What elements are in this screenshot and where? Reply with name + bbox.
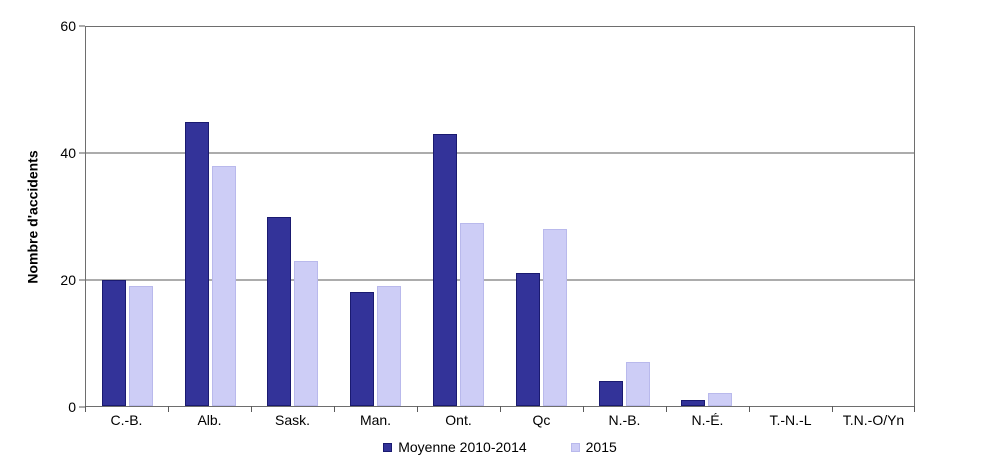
x-tick-label: Alb. — [197, 412, 222, 428]
legend-item: 2015 — [570, 439, 617, 455]
bar-groups — [86, 27, 914, 406]
x-tick-label: T.-N.-L — [769, 412, 812, 428]
gridline-20 — [86, 279, 914, 281]
bar-group-C.-B. — [86, 27, 169, 406]
x-axis-ticks — [85, 406, 915, 412]
legend-item: Moyenne 2010-2014 — [383, 439, 527, 455]
bar — [515, 273, 540, 406]
bar — [433, 134, 458, 406]
x-axis: C.-B. Alb. Sask. Man. Ont. Qc N.-B. N.-É. T.-N.-… — [85, 412, 915, 428]
bar — [184, 121, 209, 406]
y-tick-label: 0 — [68, 399, 76, 415]
x-tick-mark — [500, 406, 501, 412]
legend-swatch — [570, 442, 580, 452]
x-tick-mark — [583, 406, 584, 412]
x-tick-label: C.-B. — [110, 412, 143, 428]
bar — [598, 380, 623, 406]
x-tick-mark — [666, 406, 667, 412]
x-tick-mark — [251, 406, 252, 412]
y-tick-label: 60 — [60, 18, 76, 34]
bar — [211, 165, 236, 406]
x-tick-mark — [417, 406, 418, 412]
bar-group-N.-É. — [666, 27, 749, 406]
y-tick-mark — [79, 406, 85, 408]
bar — [542, 229, 567, 406]
x-tick-label: Man. — [359, 412, 392, 428]
bar-group-N.-B. — [583, 27, 666, 406]
bar — [708, 393, 733, 406]
bar-group-Man. — [334, 27, 417, 406]
bar-group-T.-N.-L — [748, 27, 831, 406]
x-tick-label: T.N.-O/Yn — [842, 412, 905, 428]
x-tick-mark — [334, 406, 335, 412]
y-axis-ticks — [79, 25, 85, 408]
bar — [681, 399, 706, 406]
x-tick-label: Qc — [532, 412, 551, 428]
x-tick-mark — [832, 406, 833, 412]
x-tick-label: Sask. — [274, 412, 310, 428]
bar-group-Ont. — [417, 27, 500, 406]
y-tick-mark — [79, 25, 85, 27]
y-tick-mark — [79, 279, 85, 281]
y-tick-mark — [79, 152, 85, 154]
bar — [128, 285, 153, 406]
bar — [377, 285, 402, 406]
bar-group-Qc — [500, 27, 583, 406]
y-tick-label: 40 — [60, 145, 76, 161]
legend-swatch — [383, 442, 393, 452]
plot-area — [85, 26, 915, 407]
gridline-40 — [86, 152, 914, 154]
x-tick-mark — [914, 406, 915, 412]
x-tick-mark — [168, 406, 169, 412]
x-tick-label: Ont. — [445, 412, 472, 428]
x-tick-label: N.-É. — [691, 412, 724, 428]
bar — [350, 292, 375, 406]
legend: Moyenne 2010-2014 2015 — [0, 439, 1000, 455]
bar-group-Alb. — [169, 27, 252, 406]
bar-group-Sask. — [252, 27, 335, 406]
x-tick-mark — [85, 406, 86, 412]
bar — [101, 279, 126, 406]
bar — [294, 260, 319, 406]
x-tick-label: N.-B. — [608, 412, 641, 428]
y-tick-label: 20 — [60, 272, 76, 288]
legend-label: 2015 — [585, 439, 617, 455]
bar — [267, 216, 292, 406]
x-tick-mark — [749, 406, 750, 412]
legend-label: Moyenne 2010-2014 — [398, 439, 527, 455]
y-axis: 0 20 40 60 — [0, 19, 76, 414]
bar — [625, 361, 650, 406]
bar — [460, 222, 485, 406]
bar-group-T.N.-O/Yn — [831, 27, 914, 406]
